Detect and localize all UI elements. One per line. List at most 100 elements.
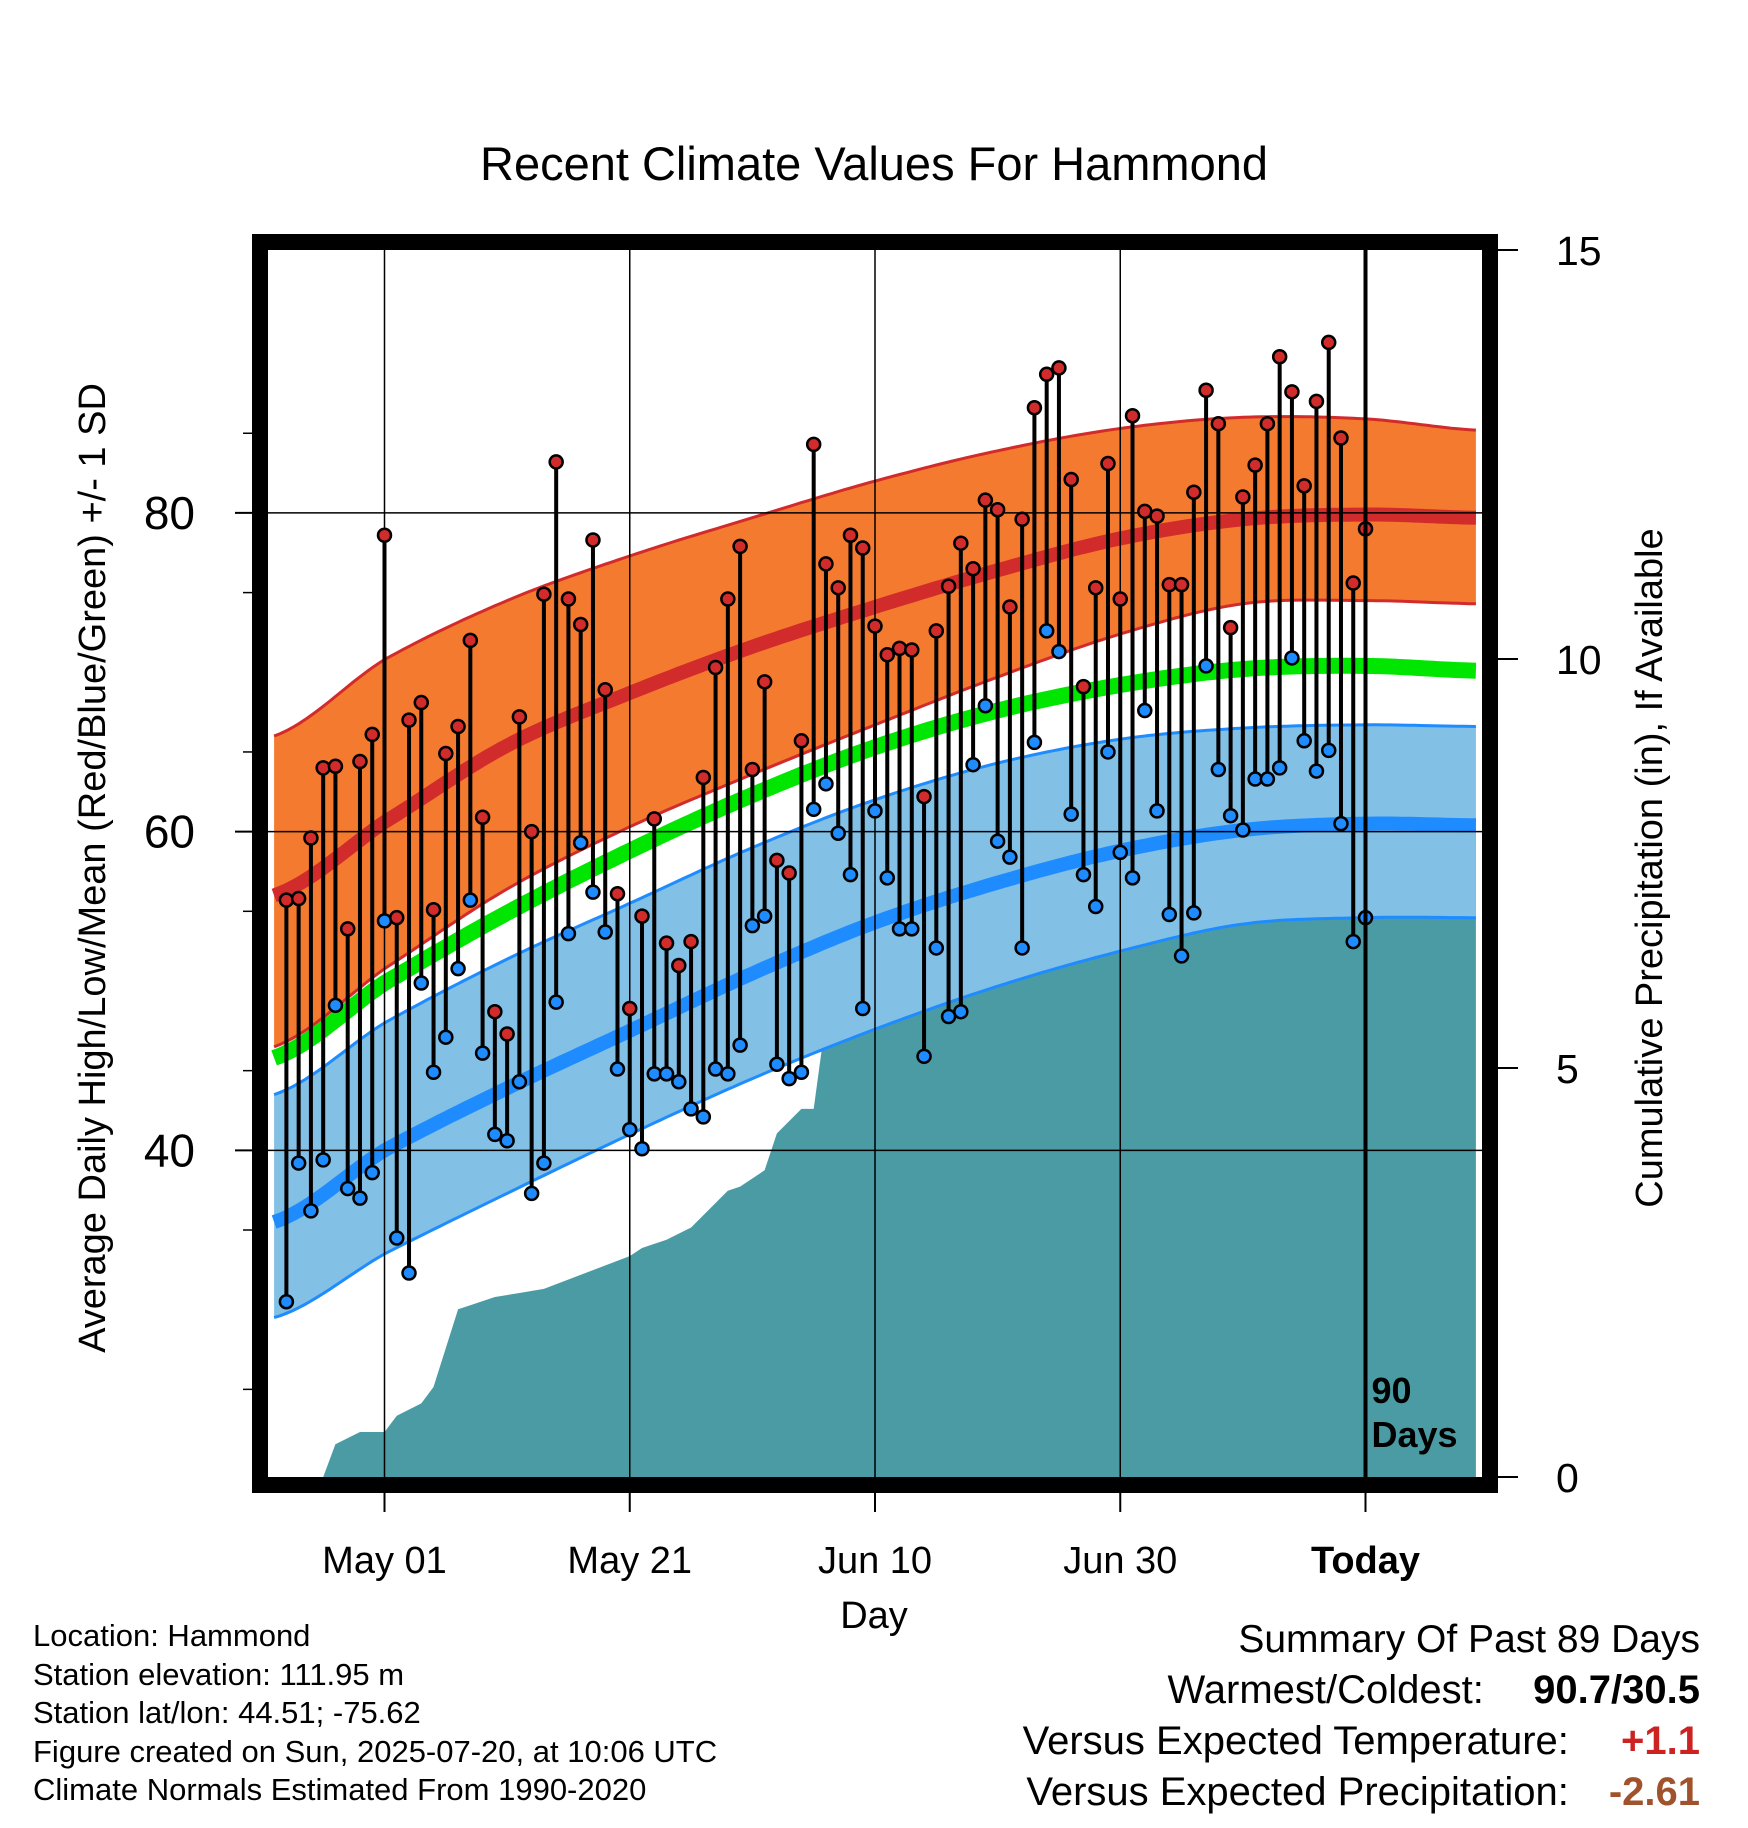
daily-high-point (940, 578, 957, 594)
daily-low-point (462, 892, 479, 908)
daily-high-point (572, 616, 589, 633)
daily-low-point (1271, 760, 1288, 776)
warmest-coldest-row: Warmest/Coldest: 90.7/30.5 (1023, 1665, 1701, 1716)
daily-low-point (1259, 771, 1276, 787)
daily-low-point (487, 1126, 503, 1143)
today-days-word: Days (1372, 1414, 1458, 1455)
y-axis-label-left: Average Daily High/Low/Mean (Red/Blue/Gr… (72, 383, 114, 1353)
daily-high-point (1100, 455, 1116, 472)
created-text: Figure created on Sun, 2025-07-20, at 10… (33, 1733, 718, 1769)
daily-low-point (769, 1056, 785, 1073)
daily-low-point (830, 825, 846, 841)
chart-title: Recent Climate Values For Hammond (480, 137, 1268, 190)
daily-high-point (904, 642, 920, 658)
daily-low-point (315, 1152, 331, 1168)
daily-low-point (867, 803, 883, 819)
daily-low-point (585, 884, 601, 900)
daily-low-point (695, 1109, 712, 1125)
daily-high-point (1186, 484, 1202, 500)
daily-low-point (879, 870, 896, 886)
daily-low-point (989, 833, 1006, 849)
daily-high-point (389, 909, 405, 926)
daily-high-point (339, 921, 356, 937)
daily-low-point (1038, 623, 1055, 639)
daily-high-point (781, 865, 797, 881)
daily-high-point (1308, 393, 1325, 410)
warmest-coldest-label: Warmest/Coldest: (1167, 1668, 1484, 1712)
daily-low-point (376, 913, 393, 929)
daily-high-point (609, 886, 626, 902)
daily-low-point (1026, 734, 1043, 751)
daily-high-point (548, 454, 564, 470)
daily-high-point (1173, 576, 1190, 593)
normals-text: Climate Normals Estimated From 1990-2020 (33, 1772, 647, 1807)
daily-low-point (523, 1185, 540, 1202)
daily-low-point (1186, 905, 1202, 921)
daily-high-point (1014, 511, 1030, 528)
x-tick-label: May 21 (567, 1540, 692, 1582)
daily-low-point (1296, 733, 1312, 749)
daily-high-point (1235, 489, 1251, 505)
warmest-coldest-value: 90.7/30.5 (1533, 1668, 1700, 1712)
daily-high-point (953, 535, 969, 551)
daily-low-point (720, 1066, 736, 1082)
daily-low-point (732, 1037, 748, 1053)
daily-high-point (928, 623, 945, 639)
daily-low-point (1284, 650, 1300, 666)
daily-low-point (671, 1074, 687, 1090)
daily-low-point (597, 924, 613, 940)
daily-low-point (965, 756, 981, 773)
temp-anomaly-row: Versus Expected Temperature: +1.1 (1023, 1716, 1700, 1767)
daily-high-point (1026, 400, 1043, 416)
plot-frame (252, 234, 1498, 1493)
daily-low-point (1100, 744, 1116, 760)
daily-high-point (756, 674, 773, 690)
daily-high-point (1087, 580, 1104, 596)
daily-high-point (1075, 678, 1092, 695)
daily-low-point (401, 1265, 417, 1281)
daily-low-point (438, 1029, 454, 1045)
precip-anomaly-label: Versus Expected Precipitation: (1026, 1770, 1569, 1814)
daily-low-point (1137, 702, 1153, 719)
daily-high-point (327, 758, 344, 775)
daily-high-point (744, 761, 761, 778)
daily-low-point (450, 960, 466, 977)
daily-low-point (1002, 849, 1018, 865)
daily-low-point (1112, 844, 1129, 861)
daily-high-point (438, 745, 454, 762)
daily-high-point (536, 586, 552, 602)
daily-high-point (683, 933, 699, 950)
daily-low-point (1198, 658, 1214, 674)
daily-high-point (1051, 360, 1067, 376)
location-text: Location: Hammond (33, 1618, 311, 1653)
daily-high-point (560, 591, 577, 607)
daily-low-point (953, 1003, 969, 1020)
daily-high-point (732, 538, 748, 555)
daily-low-point (352, 1190, 368, 1206)
daily-high-point (278, 892, 295, 908)
precip-anomaly-row: Versus Expected Precipitation: -2.61 (1023, 1767, 1700, 1818)
daily-high-point (585, 532, 601, 548)
daily-high-point (1222, 619, 1239, 636)
daily-low-point (499, 1133, 515, 1149)
daily-high-point (290, 890, 307, 907)
today-days-number: 90 (1372, 1370, 1412, 1411)
x-tick-label: Today (1311, 1540, 1420, 1582)
daily-low-point (1333, 815, 1349, 832)
daily-low-point (1222, 807, 1239, 824)
daily-high-point (867, 618, 883, 634)
daily-high-point (425, 901, 442, 918)
daily-low-point (1051, 643, 1067, 660)
daily-high-point (401, 712, 417, 728)
daily-low-point (1345, 933, 1361, 950)
daily-high-point (977, 492, 994, 508)
daily-low-point (1063, 806, 1079, 822)
daily-low-point (1210, 761, 1227, 778)
daily-high-point (499, 1026, 515, 1042)
daily-low-point (1149, 803, 1165, 819)
daily-high-point (989, 501, 1006, 518)
daily-high-point (364, 726, 380, 743)
daily-high-point (352, 753, 368, 770)
daily-low-point (303, 1203, 319, 1219)
